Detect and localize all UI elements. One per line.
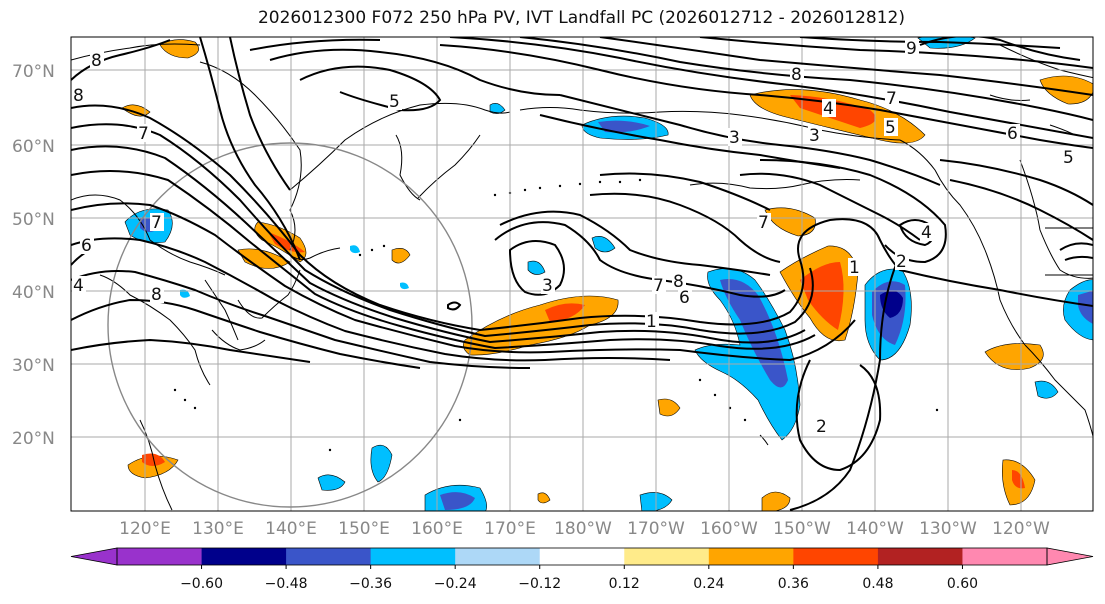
lon-label: 120°W	[992, 519, 1050, 539]
colorbar-tick-label: 0.60	[947, 576, 978, 592]
colorbar-segment	[117, 548, 202, 565]
contour-label: 3	[542, 276, 553, 296]
contour-label: 8	[673, 272, 684, 292]
longitude-labels: 120°E 130°E 140°E 150°E 160°E 170°E 180°…	[119, 519, 1050, 539]
contour-label: 6	[1007, 124, 1018, 144]
contour-label: 8	[151, 285, 162, 305]
lon-label: 150°W	[773, 519, 831, 539]
region-circle	[107, 142, 473, 508]
lon-label: 180°W	[554, 519, 612, 539]
lat-label: 40°N	[12, 283, 55, 303]
contour-label: 7	[653, 276, 664, 296]
colorbar-segment	[877, 548, 963, 565]
lon-label: 130°E	[192, 519, 244, 539]
colorbar-segment	[962, 548, 1047, 565]
colorbar-segment	[539, 548, 625, 565]
lat-label: 30°N	[12, 356, 55, 376]
contour-label: 9	[906, 39, 917, 59]
contour-label: 5	[389, 92, 400, 112]
contour-label: 7	[886, 89, 897, 109]
contour-label: 8	[91, 51, 102, 71]
colorbar-tick-label: 0.12	[609, 576, 640, 592]
lat-label: 60°N	[12, 137, 55, 157]
lon-label: 160°W	[700, 519, 758, 539]
contour-label: 1	[849, 258, 860, 278]
islands	[173, 178, 939, 452]
colorbar-segment	[708, 548, 794, 565]
contour-label: 6	[81, 236, 92, 256]
colorbar-segment	[370, 548, 456, 565]
lat-label: 20°N	[12, 429, 55, 449]
colorbar-tick-label: −0.60	[180, 576, 223, 592]
contour-label: 2	[896, 252, 907, 272]
colorbar-tick-label: −0.36	[349, 576, 392, 592]
contour-label: 4	[921, 223, 932, 243]
lon-label: 140°E	[265, 519, 317, 539]
colorbar-tick-label: −0.48	[265, 576, 308, 592]
colorbar-tick-label: 0.36	[778, 576, 809, 592]
lon-label: 130°W	[919, 519, 977, 539]
contour-labels: 8 8 7 6 5 7 8 9 8 7 6 5 4 5 3 3 4 7 8 7 …	[72, 39, 1076, 437]
contour-label: 3	[729, 128, 740, 148]
lon-label: 160°E	[411, 519, 463, 539]
contour-label: 6	[679, 288, 690, 308]
colorbar-tick-label: 0.48	[862, 576, 893, 592]
contour-label: 1	[646, 312, 657, 332]
contour-label: 4	[73, 276, 84, 296]
contour-label: 2	[816, 417, 827, 437]
colorbar-tick-label: −0.12	[518, 576, 561, 592]
lon-label: 150°E	[338, 519, 390, 539]
lat-label: 50°N	[12, 210, 55, 230]
pv-positive-shading	[121, 39, 1093, 511]
contour-label: 7	[138, 124, 149, 144]
contour-label: 5	[885, 118, 896, 138]
colorbar-segment	[286, 548, 372, 565]
lon-label: 170°E	[484, 519, 536, 539]
colorbar-segment	[793, 548, 879, 565]
lon-label: 120°E	[119, 519, 171, 539]
contour-label: 3	[809, 126, 820, 146]
contour-label: 8	[73, 86, 84, 106]
contour-label: 4	[823, 99, 834, 119]
contour-label: 8	[791, 65, 802, 85]
colorbar-extend-max	[1046, 547, 1094, 566]
latitude-labels: 70°N 60°N 50°N 40°N 30°N 20°N	[12, 62, 55, 449]
colorbar-tick-label: −0.24	[434, 576, 477, 592]
colorbar-segment	[624, 548, 710, 565]
colorbar-segment	[455, 548, 541, 565]
colorbar-tick-label: 0.24	[693, 576, 724, 592]
lat-label: 70°N	[12, 62, 55, 82]
contour-label: 5	[1063, 148, 1074, 168]
contour-label: 7	[758, 213, 769, 233]
graticule	[71, 37, 1093, 511]
colorbar-extend-min	[70, 547, 118, 566]
map-area	[71, 37, 1093, 511]
lon-label: 170°W	[627, 519, 685, 539]
contour-label: 7	[151, 213, 162, 233]
colorbar: −0.60 −0.48 −0.36 −0.24 −0.12 0.12 0.24 0.36 0.4…	[70, 547, 1094, 592]
lon-label: 140°W	[846, 519, 904, 539]
pv-negative-shading	[124, 37, 1093, 511]
map-frame	[70, 36, 1094, 512]
map-title: 2026012300 F072 250 hPa PV, IVT Landfall…	[257, 8, 905, 28]
colorbar-segment	[201, 548, 287, 565]
